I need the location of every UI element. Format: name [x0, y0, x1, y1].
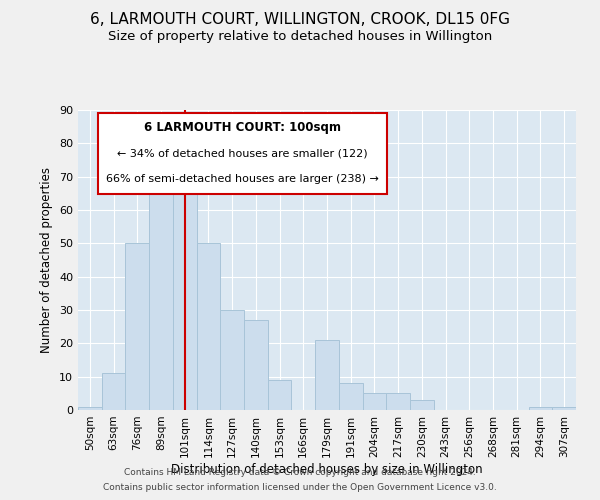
- Text: 6 LARMOUTH COURT: 100sqm: 6 LARMOUTH COURT: 100sqm: [144, 121, 341, 134]
- Text: 6, LARMOUTH COURT, WILLINGTON, CROOK, DL15 0FG: 6, LARMOUTH COURT, WILLINGTON, CROOK, DL…: [90, 12, 510, 28]
- Bar: [149, 176, 173, 410]
- Text: Contains HM Land Registry data © Crown copyright and database right 2024.: Contains HM Land Registry data © Crown c…: [124, 468, 476, 477]
- Y-axis label: Number of detached properties: Number of detached properties: [40, 167, 53, 353]
- Text: 66% of semi-detached houses are larger (238) →: 66% of semi-detached houses are larger (…: [106, 174, 379, 184]
- Text: Size of property relative to detached houses in Willington: Size of property relative to detached ho…: [108, 30, 492, 43]
- Bar: [315, 340, 339, 410]
- Bar: [529, 406, 552, 410]
- Bar: [386, 394, 410, 410]
- Bar: [552, 406, 576, 410]
- Bar: [197, 244, 220, 410]
- Bar: [102, 374, 125, 410]
- Bar: [339, 384, 362, 410]
- X-axis label: Distribution of detached houses by size in Willington: Distribution of detached houses by size …: [171, 462, 483, 475]
- Bar: [125, 244, 149, 410]
- Bar: [362, 394, 386, 410]
- FancyBboxPatch shape: [98, 113, 387, 194]
- Bar: [268, 380, 292, 410]
- Bar: [173, 176, 197, 410]
- Text: ← 34% of detached houses are smaller (122): ← 34% of detached houses are smaller (12…: [117, 148, 368, 158]
- Bar: [244, 320, 268, 410]
- Text: Contains public sector information licensed under the Open Government Licence v3: Contains public sector information licen…: [103, 483, 497, 492]
- Bar: [220, 310, 244, 410]
- Bar: [410, 400, 434, 410]
- Bar: [78, 406, 102, 410]
